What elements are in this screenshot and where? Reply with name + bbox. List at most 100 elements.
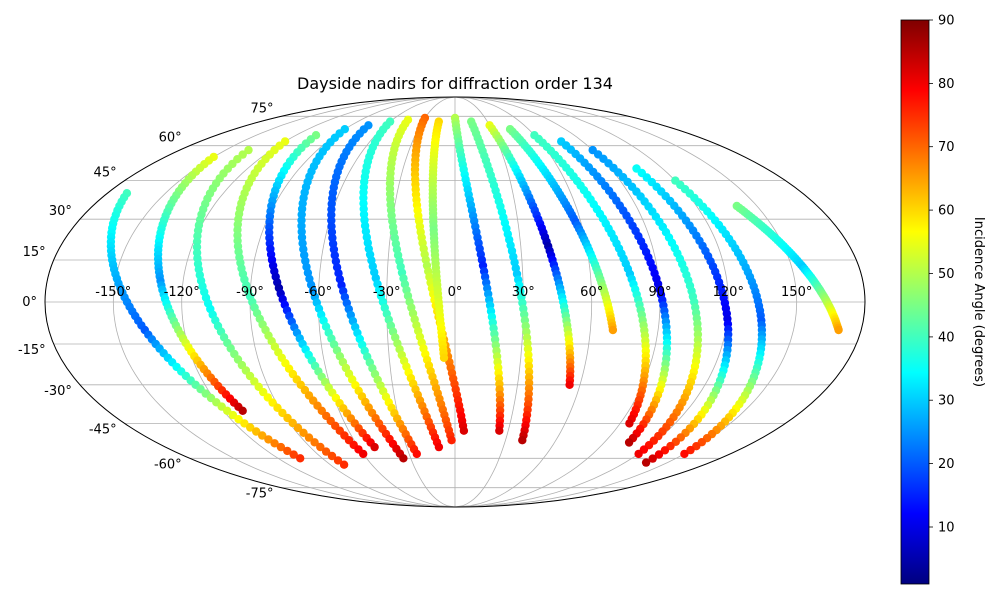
y-tick-label: -15° [18, 343, 46, 358]
y-tick-label: -45° [89, 422, 117, 437]
y-tick-label: 30° [49, 204, 72, 219]
track-point [283, 413, 292, 423]
ground-track [505, 125, 618, 335]
track-point [283, 446, 292, 456]
ground-track [153, 152, 247, 415]
track-point [565, 380, 574, 389]
ground-track [106, 189, 305, 463]
y-tick-label: 60° [159, 131, 182, 146]
track-point [296, 454, 305, 463]
y-tick-label: 75° [250, 101, 273, 116]
colorbar-tick-label: 70 [938, 140, 955, 155]
ground-track [265, 131, 379, 452]
x-tick-label: 0° [448, 285, 463, 300]
y-tick-label: -75° [246, 487, 274, 502]
track-point [399, 454, 408, 463]
track-point [439, 353, 449, 362]
track-point [270, 439, 279, 448]
track-point [238, 406, 247, 415]
ground-track [530, 131, 650, 428]
track-point [680, 449, 689, 459]
track-point [333, 456, 343, 465]
track-point [412, 449, 421, 459]
track-point [518, 436, 527, 445]
x-tick-label: -60° [304, 285, 332, 300]
y-tick-label: 0° [22, 295, 37, 310]
x-tick-label: -30° [373, 285, 401, 300]
longitude-tick-labels: -150° -120° -90° -60° -30° 0° 30° 60° 90° 120° 150… [95, 285, 812, 300]
ground-track [485, 121, 575, 389]
track-point [370, 442, 379, 452]
y-tick-label: -30° [44, 384, 72, 399]
x-tick-label: 150° [781, 285, 812, 300]
ground-track [385, 115, 456, 445]
y-tick-label: 15° [23, 245, 46, 260]
colorbar-tick-label: 40 [938, 330, 955, 345]
track-point [234, 415, 243, 424]
track-point [293, 423, 303, 433]
ground-track [588, 145, 703, 459]
colorbar-tick-label: 90 [938, 14, 955, 29]
x-tick-label: 30° [512, 285, 535, 300]
colorbar-tick-label: 20 [938, 457, 955, 472]
ground-track [732, 201, 843, 335]
track-point [289, 450, 298, 459]
track-point [244, 145, 253, 155]
track-point [310, 438, 319, 447]
track-point [264, 435, 273, 444]
colorbar-gradient [900, 19, 930, 585]
track-point [359, 449, 368, 459]
ground-track [233, 137, 368, 459]
colorbar-ticks: 10 20 30 40 50 60 70 80 90 [929, 14, 955, 536]
ground-track [557, 137, 672, 447]
track-point [648, 454, 657, 463]
ground-tracks [106, 113, 843, 469]
track-point [321, 447, 331, 456]
track-point [834, 325, 843, 335]
track-point [686, 445, 695, 455]
ground-track [359, 117, 444, 452]
track-point [654, 450, 664, 459]
ground-track [297, 125, 408, 463]
ground-track [192, 145, 349, 469]
ground-track [450, 113, 505, 435]
x-tick-label: -120° [164, 285, 200, 300]
track-point [634, 449, 643, 459]
track-point [276, 442, 286, 452]
latitude-tick-labels: 75° 60° 45° 30° 15° 0° -15° -30° -45° -60° -75° [18, 101, 274, 501]
track-point [624, 438, 634, 447]
colorbar-tick-label: 60 [938, 204, 955, 219]
track-point [299, 428, 308, 437]
track-point [339, 460, 349, 469]
colorbar-tick-label: 10 [938, 521, 955, 536]
ground-track [632, 164, 733, 467]
track-point [316, 442, 325, 452]
ground-track [327, 121, 421, 459]
track-point [288, 418, 297, 428]
track-point [495, 426, 504, 435]
track-point [608, 325, 618, 335]
y-tick-label: 45° [94, 166, 117, 181]
track-point [447, 436, 456, 445]
x-tick-label: -150° [95, 285, 131, 300]
colorbar-tick-label: 30 [938, 394, 955, 409]
map-outline [44, 96, 866, 508]
track-point [246, 423, 255, 432]
colorbar-tick-label: 50 [938, 267, 955, 282]
track-point [258, 431, 267, 440]
track-point [304, 433, 314, 442]
ground-track [671, 176, 767, 459]
track-point [625, 419, 634, 428]
x-tick-label: 60° [580, 285, 603, 300]
track-point [459, 426, 469, 435]
track-point [660, 446, 670, 455]
track-point [252, 427, 261, 436]
ground-track [428, 117, 449, 362]
chart-title: Dayside nadirs for diffraction order 134 [297, 74, 613, 93]
track-point [278, 408, 287, 418]
track-point [327, 451, 337, 461]
track-point [240, 419, 249, 428]
colorbar: 10 20 30 40 50 60 70 80 90 Incidence Angle (degr… [900, 14, 986, 585]
colorbar-tick-label: 80 [938, 77, 955, 92]
